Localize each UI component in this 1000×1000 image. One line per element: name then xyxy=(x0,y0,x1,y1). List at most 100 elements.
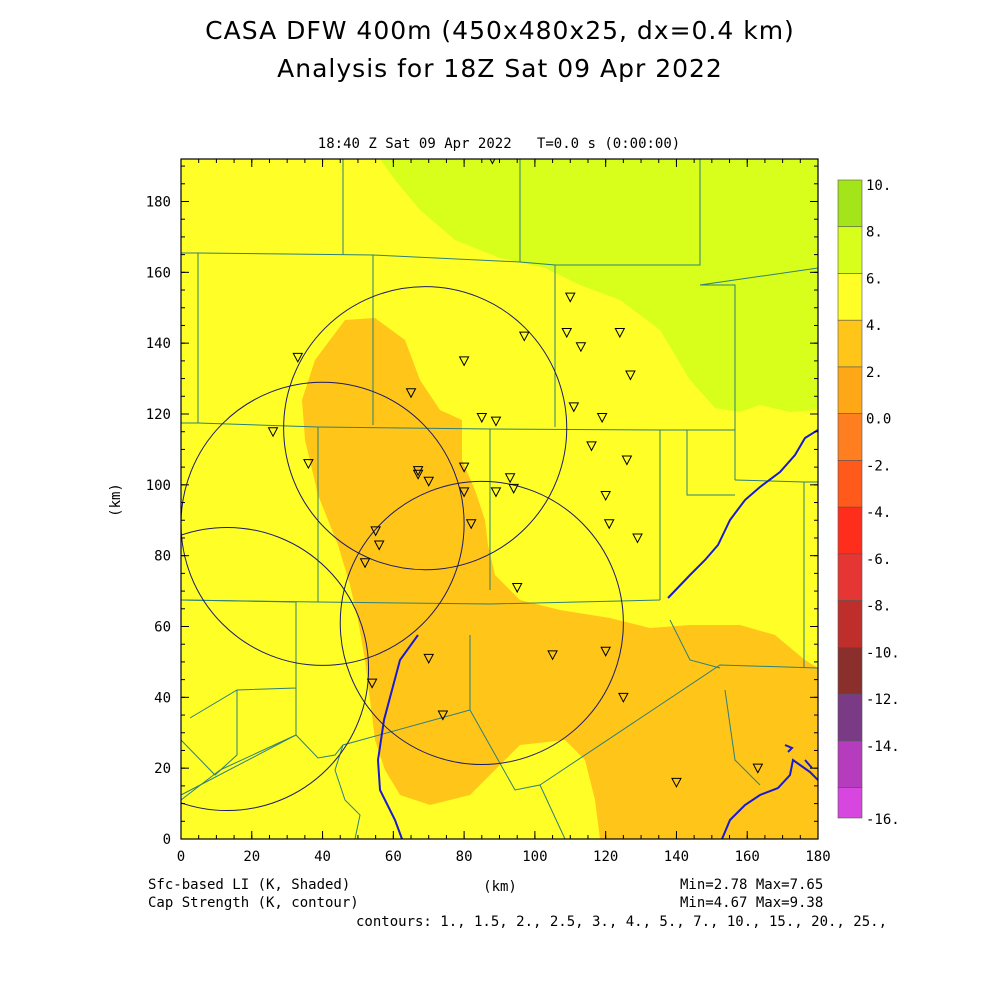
station-marker xyxy=(618,692,629,703)
station-marker xyxy=(511,583,523,594)
y-tick-label: 140 xyxy=(146,336,171,352)
radar-ring-3 xyxy=(339,480,624,766)
colorbar-swatch xyxy=(837,273,863,321)
colorbar-swatch xyxy=(837,553,863,601)
colorbar-label: -4. xyxy=(866,505,891,521)
x-tick-label: 0 xyxy=(177,849,185,865)
colorbar-label: 4. xyxy=(866,318,883,334)
x-tick-label: 100 xyxy=(522,849,547,865)
y-tick-label: 120 xyxy=(146,407,171,423)
colorbar-label: 10. xyxy=(866,178,891,194)
station-marker xyxy=(465,519,477,530)
y-tick-label: 20 xyxy=(154,761,171,777)
y-tick-label: 100 xyxy=(146,478,171,494)
colorbar-swatch xyxy=(837,226,863,274)
colorbar-label: 8. xyxy=(866,225,883,241)
station-marker xyxy=(366,678,378,689)
y-tick-label: 80 xyxy=(154,549,171,565)
station-marker xyxy=(359,558,371,569)
station-marker xyxy=(476,413,488,424)
map-plot-area xyxy=(181,159,818,839)
station-marker xyxy=(596,413,608,424)
colorbar-label: -10. xyxy=(866,645,900,661)
station-marker xyxy=(600,490,611,502)
title-line-1: CASA DFW 400m (450x480x25, dx=0.4 km) xyxy=(205,16,795,45)
colorbar-label: -2. xyxy=(866,458,891,474)
station-marker xyxy=(412,469,424,480)
station-markers xyxy=(267,159,764,788)
colorbar-swatch xyxy=(837,179,863,228)
x-axis-label: (km) xyxy=(483,879,517,895)
station-marker xyxy=(568,402,580,413)
radar-ring-4 xyxy=(181,526,370,812)
station-marker xyxy=(518,331,530,342)
y-axis-label: (km) xyxy=(108,483,124,517)
x-axis: 0 20 40 60 80 100 120 140 160 180 xyxy=(177,159,831,865)
x-tick-label: 140 xyxy=(664,849,689,865)
station-marker xyxy=(490,487,502,498)
station-marker xyxy=(603,519,615,530)
station-marker xyxy=(575,342,587,353)
colorbar-swatch xyxy=(837,366,863,414)
station-marker xyxy=(504,473,516,484)
station-marker xyxy=(370,526,381,537)
station-marker xyxy=(671,777,682,788)
station-marker xyxy=(458,462,470,473)
colorbar-label: -6. xyxy=(866,552,891,568)
colorbar-label: -14. xyxy=(866,739,900,755)
radar-ring-1 xyxy=(283,286,568,571)
colorbar: 10. 8. 6. 4. 2. 0.0 -2. -4. -6. -8. -10. -12. -14. -1… xyxy=(837,178,900,828)
colorbar-swatch xyxy=(837,460,863,508)
station-marker xyxy=(490,416,502,427)
station-marker xyxy=(561,328,573,339)
colorbar-swatch xyxy=(837,787,863,819)
footer-contour-levels: contours: 1., 1.5, 2., 2.5, 3., 4., 5., … xyxy=(356,914,888,930)
station-marker xyxy=(600,646,611,657)
colorbar-swatch xyxy=(837,693,863,742)
x-tick-label: 160 xyxy=(735,849,760,865)
footer-contour-stats: Min=4.67 Max=9.38 xyxy=(680,895,824,911)
y-tick-label: 0 xyxy=(163,832,171,848)
y-tick-label: 160 xyxy=(146,265,171,281)
station-marker xyxy=(412,466,424,477)
rivers xyxy=(376,429,818,839)
station-marker xyxy=(405,388,417,399)
colorbar-label: -16. xyxy=(866,812,900,828)
station-marker xyxy=(292,352,304,363)
station-marker xyxy=(547,650,558,661)
x-tick-label: 20 xyxy=(243,849,260,865)
colorbar-swatch xyxy=(837,647,863,695)
colorbar-swatch xyxy=(837,506,863,555)
x-tick-label: 80 xyxy=(456,849,473,865)
station-marker xyxy=(437,710,449,721)
station-marker xyxy=(625,370,636,381)
footer-contour-label: Cap Strength (K, contour) xyxy=(148,895,359,911)
station-marker xyxy=(632,533,643,544)
y-axis: 0 20 40 60 80 100 120 140 160 180 xyxy=(146,165,818,848)
station-marker xyxy=(564,292,576,303)
footer-shaded-label: Sfc-based LI (K, Shaded) xyxy=(148,877,351,893)
colorbar-swatch xyxy=(837,319,863,368)
y-tick-label: 40 xyxy=(154,690,171,706)
colorbar-label: -8. xyxy=(866,599,891,615)
x-tick-label: 120 xyxy=(593,849,618,865)
radar-ring-2 xyxy=(181,381,465,666)
x-tick-label: 60 xyxy=(385,849,402,865)
colorbar-swatch xyxy=(837,600,863,648)
colorbar-label: 2. xyxy=(866,365,883,381)
station-marker xyxy=(423,476,435,487)
station-marker xyxy=(303,459,314,470)
title-line-2: Analysis for 18Z Sat 09 Apr 2022 xyxy=(277,54,723,83)
colorbar-label: 6. xyxy=(866,271,883,287)
colorbar-label: 0.0 xyxy=(866,412,891,428)
station-marker xyxy=(752,763,764,774)
y-tick-label: 60 xyxy=(154,620,171,636)
colorbar-swatch xyxy=(837,740,863,788)
station-marker xyxy=(508,483,519,494)
station-marker xyxy=(586,441,597,452)
station-marker xyxy=(458,487,470,498)
colorbar-swatch xyxy=(837,413,863,461)
li-field-2to4 xyxy=(302,318,818,839)
county-boundaries xyxy=(181,159,818,839)
